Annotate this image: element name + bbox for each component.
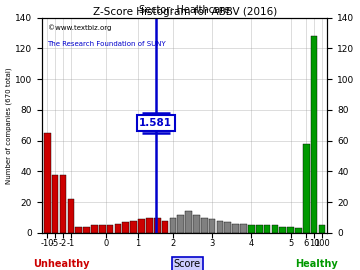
Bar: [177, 215, 184, 233]
Bar: [248, 225, 255, 233]
Text: Unhealthy: Unhealthy: [33, 259, 89, 269]
Text: Sector: Healthcare: Sector: Healthcare: [139, 5, 230, 15]
Bar: [60, 174, 66, 233]
Bar: [311, 36, 318, 233]
Text: 1.581: 1.581: [139, 118, 172, 128]
Bar: [279, 227, 286, 233]
Bar: [271, 225, 278, 233]
Bar: [225, 222, 231, 233]
Bar: [193, 215, 200, 233]
Bar: [240, 224, 247, 233]
Bar: [185, 211, 192, 233]
Bar: [264, 225, 270, 233]
Bar: [287, 227, 294, 233]
Bar: [146, 218, 153, 233]
Bar: [122, 222, 129, 233]
Bar: [232, 224, 239, 233]
Bar: [107, 225, 113, 233]
Bar: [170, 218, 176, 233]
Bar: [138, 219, 145, 233]
Bar: [209, 219, 215, 233]
Text: Score: Score: [174, 259, 201, 269]
Bar: [114, 224, 121, 233]
Bar: [217, 221, 223, 233]
Text: The Research Foundation of SUNY: The Research Foundation of SUNY: [48, 41, 166, 47]
Bar: [319, 225, 325, 233]
Y-axis label: Number of companies (670 total): Number of companies (670 total): [5, 67, 12, 184]
Bar: [162, 221, 168, 233]
Bar: [303, 144, 310, 233]
Bar: [52, 174, 58, 233]
Bar: [201, 218, 208, 233]
Bar: [83, 227, 90, 233]
Bar: [256, 225, 262, 233]
Bar: [130, 221, 137, 233]
Bar: [99, 225, 105, 233]
Bar: [75, 227, 82, 233]
Title: Z-Score Histogram for ABBV (2016): Z-Score Histogram for ABBV (2016): [93, 7, 277, 17]
Bar: [295, 228, 302, 233]
Text: Healthy: Healthy: [296, 259, 338, 269]
Bar: [68, 199, 74, 233]
Bar: [91, 225, 98, 233]
Bar: [154, 218, 161, 233]
Text: ©www.textbiz.org: ©www.textbiz.org: [48, 24, 111, 31]
Bar: [44, 133, 51, 233]
